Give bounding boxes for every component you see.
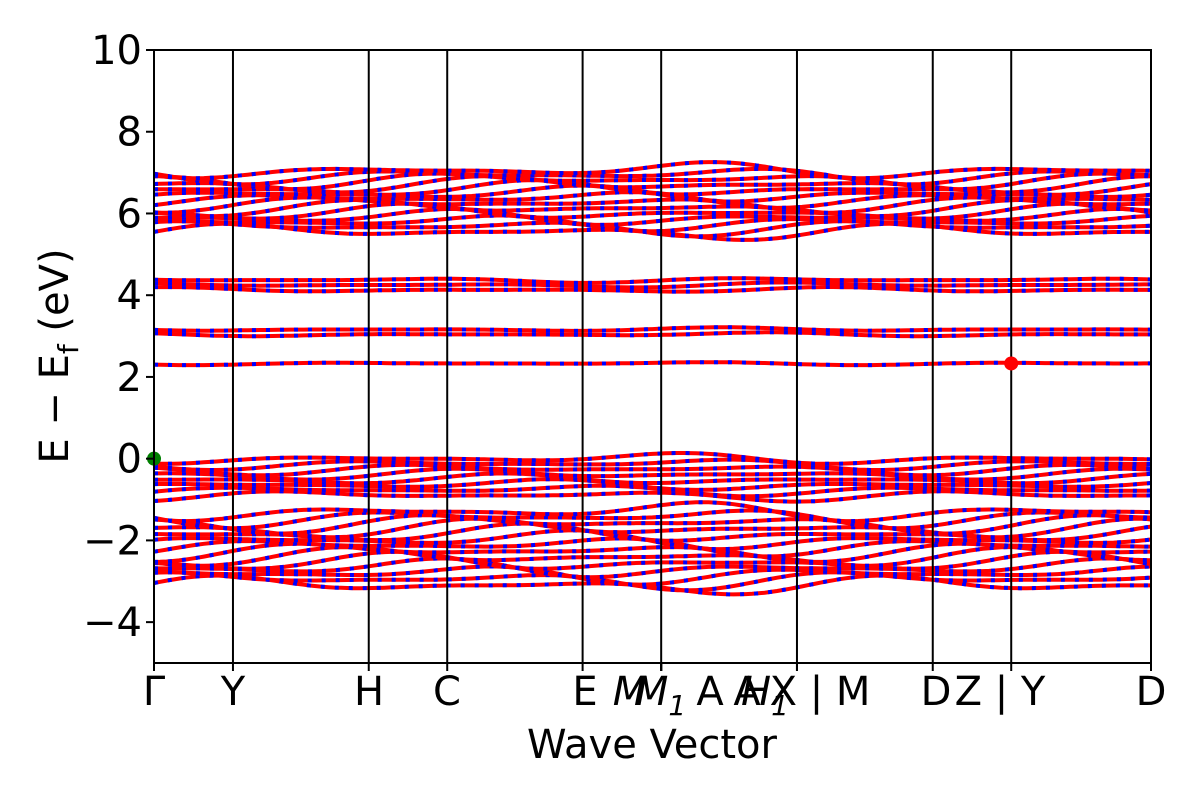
band-line-red [153, 508, 1152, 531]
band-line-red [153, 564, 1152, 587]
x-tick-label-main: A [696, 669, 724, 715]
band-line-red [153, 330, 1151, 339]
band-line-red [153, 457, 1151, 472]
y-tick-label: 10 [91, 28, 142, 74]
band-line-red [153, 166, 1152, 187]
band-line-red [153, 160, 1152, 181]
band-line-red [153, 451, 1152, 466]
band-line-red [153, 500, 1152, 524]
band-line-blue [153, 549, 1152, 571]
band-line-red [153, 545, 1152, 568]
band-line-red [153, 174, 1151, 195]
x-axis-label: Wave Vector [527, 722, 778, 768]
band-line-red [153, 201, 1152, 221]
band-line-red [153, 513, 1152, 536]
y-tick-label: 0 [117, 437, 142, 483]
band-line-red [153, 360, 1151, 368]
band-line-red [153, 280, 1151, 290]
x-tick-label: H [354, 669, 384, 715]
x-tick-label-main: X | M [770, 669, 871, 715]
band-line-red [153, 198, 1152, 219]
axes-layer [153, 49, 1152, 664]
y-tick-label: 2 [117, 355, 142, 401]
x-tick-label: D [1136, 669, 1167, 715]
x-tick-label-sub: 1 [668, 689, 686, 722]
x-tick-label: A [696, 669, 724, 715]
band-line-red [153, 325, 1151, 333]
band-line-red [154, 206, 1152, 227]
x-tick-label-main: A [733, 669, 761, 715]
x-tick-label: E [572, 669, 597, 715]
band-line-red [154, 471, 1152, 486]
extremum-marker [1004, 356, 1019, 371]
y-tick-label: −2 [83, 518, 142, 564]
y-tick-label: 6 [117, 191, 142, 237]
y-tick-label: 8 [117, 110, 142, 156]
x-tick-label-main: M [634, 669, 669, 715]
y-axis-label: E − Ef (eV) [32, 248, 85, 463]
y-axis-label-sub: f [52, 343, 85, 354]
x-tick-label: X | M [770, 669, 871, 715]
bands-layer [153, 160, 1152, 597]
x-tick-label: Y [220, 669, 246, 715]
x-tick-label: Z | Y [955, 669, 1046, 715]
x-tick-label: A [733, 669, 761, 715]
band-line-red [153, 213, 1152, 234]
x-tick-label: C [433, 669, 461, 715]
x-tick-label-main: Y [220, 669, 246, 715]
x-tick-label-main: E [572, 669, 597, 715]
band-line-red [153, 516, 1152, 540]
x-tick-label-sub: 1 [771, 689, 789, 722]
band-line-red [153, 462, 1152, 478]
x-tick-label-main: C [433, 669, 461, 715]
y-tick-label: 4 [117, 273, 142, 319]
x-tick-label-main: D [921, 669, 952, 715]
x-tick-label: H1 [741, 669, 789, 722]
y-axis-label-unit: (eV) [32, 248, 78, 344]
x-tick-label-main: M [613, 669, 648, 715]
x-tick-label: M1 [634, 669, 686, 722]
band-line-red [153, 489, 1152, 504]
band-line-red [153, 276, 1152, 285]
band-line-red [154, 466, 1152, 482]
band-line-red [153, 549, 1152, 571]
x-tick-label: D [921, 669, 952, 715]
band-line-red [153, 171, 1152, 192]
band-line-red [153, 570, 1152, 593]
band-line-red [153, 556, 1152, 580]
x-tick-label-main: H [741, 669, 771, 715]
plot-frame [153, 49, 1152, 664]
vlines-layer [231, 50, 1013, 663]
band-line-red [153, 477, 1152, 492]
band-line-red [154, 284, 1151, 294]
y-axis-label-main: E − E [32, 354, 78, 464]
x-tick-label: M [613, 669, 648, 715]
x-tick-label-main: H [354, 669, 384, 715]
x-tick-label: Γ [143, 669, 166, 715]
x-tick-label-main: Z | Y [955, 669, 1046, 715]
x-tick-label-main: Γ [143, 669, 166, 715]
y-tick-label: −4 [83, 600, 142, 646]
x-tick-label-main: D [1136, 669, 1167, 715]
